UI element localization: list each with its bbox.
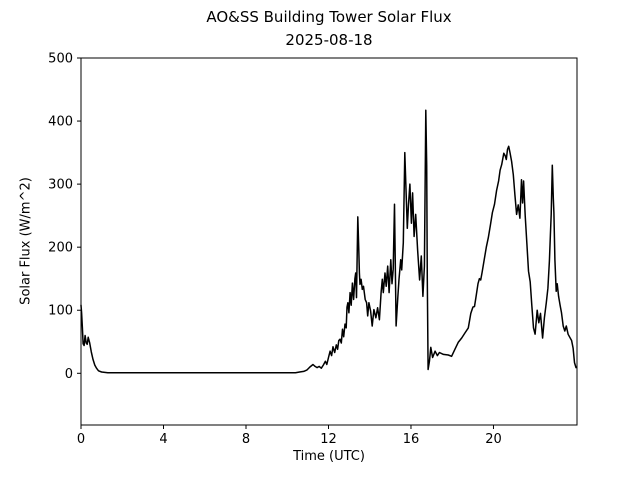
x-tick-label: 0	[77, 432, 85, 447]
y-tick-label: 400	[48, 115, 73, 130]
y-axis-label: Solar Flux (W/m^2)	[18, 177, 34, 305]
plot-frame	[80, 57, 578, 426]
chart-subtitle-date: 2025-08-18	[285, 31, 373, 49]
x-tick-label: 16	[403, 432, 420, 447]
x-tick-label: 8	[242, 432, 250, 447]
y-tick-label: 200	[48, 241, 73, 256]
x-tick-label: 20	[485, 432, 502, 447]
chart-title-block: AO&SS Building Tower Solar Flux 2025-08-…	[81, 6, 577, 52]
chart-title: AO&SS Building Tower Solar Flux	[206, 8, 452, 26]
y-tick-label: 100	[48, 304, 73, 319]
x-axis-label: Time (UTC)	[293, 449, 365, 464]
y-tick-label: 500	[48, 52, 73, 67]
x-tick-label: 12	[320, 432, 337, 447]
solar-flux-line	[80, 109, 577, 374]
y-tick-label: 300	[48, 178, 73, 193]
y-tick-label: 0	[65, 367, 73, 382]
x-tick-label: 4	[159, 432, 167, 447]
